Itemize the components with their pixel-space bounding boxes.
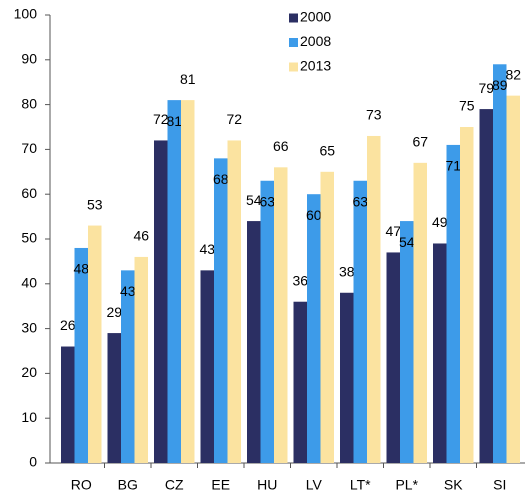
bar [446, 144, 460, 464]
legend-label: 2013 [300, 58, 331, 74]
y-tick-label: 30 [21, 319, 37, 335]
data-label: 60 [306, 207, 322, 223]
x-tick-label: PL* [395, 477, 418, 493]
data-label: 89 [492, 77, 508, 93]
data-label: 82 [505, 66, 521, 82]
bar [460, 127, 474, 463]
data-label: 36 [292, 272, 308, 288]
data-label: 72 [226, 111, 242, 127]
bar [274, 167, 288, 463]
data-label: 81 [166, 113, 182, 129]
bar [506, 95, 520, 463]
bar [340, 292, 354, 463]
legend-swatch [289, 13, 298, 23]
data-label: 48 [73, 261, 89, 277]
data-label: 38 [339, 263, 355, 279]
x-tick-label: HU [257, 477, 277, 493]
x-tick-label: CZ [165, 477, 184, 493]
legend-label: 2008 [300, 33, 331, 49]
bar [293, 301, 307, 463]
bar [107, 333, 121, 463]
data-label: 72 [153, 111, 169, 127]
data-label: 71 [445, 158, 461, 174]
x-tick-label: EE [211, 477, 230, 493]
data-label: 75 [459, 98, 475, 114]
data-label: 29 [106, 304, 122, 320]
x-tick-label: RO [71, 477, 92, 493]
data-label: 43 [199, 241, 215, 257]
bar [88, 225, 102, 463]
legend-swatch [289, 38, 298, 47]
data-label: 46 [133, 228, 149, 244]
data-label: 49 [432, 214, 448, 230]
y-tick-label: 50 [21, 230, 37, 246]
y-tick-label: 60 [21, 185, 37, 201]
data-label: 81 [180, 71, 196, 87]
bar [134, 256, 148, 463]
bar [121, 270, 135, 463]
legend-label: 2000 [300, 9, 331, 25]
y-tick-label: 100 [14, 6, 38, 22]
data-label: 63 [259, 193, 275, 209]
bar [247, 221, 261, 463]
data-label: 43 [120, 283, 136, 299]
bar [307, 194, 321, 463]
y-tick-label: 70 [21, 140, 37, 156]
data-label: 67 [412, 134, 428, 150]
legend-swatch [289, 62, 298, 72]
bar [400, 221, 414, 463]
x-tick-label: LT* [350, 477, 371, 493]
bar [61, 346, 75, 463]
data-label: 26 [60, 317, 76, 333]
data-label: 54 [399, 234, 415, 250]
bar [386, 252, 400, 463]
bar [367, 135, 381, 463]
x-tick-label: LV [306, 477, 323, 493]
bar [227, 140, 241, 463]
data-label: 65 [319, 143, 335, 159]
x-tick-label: SI [493, 477, 506, 493]
bar [353, 180, 367, 463]
bar [433, 243, 447, 463]
x-tick-label: SK [444, 477, 463, 493]
y-tick-label: 20 [21, 364, 37, 380]
y-tick-label: 0 [29, 454, 37, 470]
bar [181, 100, 195, 464]
y-tick-label: 40 [21, 275, 37, 291]
data-label: 47 [385, 223, 401, 239]
data-label: 66 [273, 138, 289, 154]
bar [154, 140, 168, 463]
bar [479, 109, 493, 463]
bar [74, 247, 88, 463]
data-label: 68 [213, 171, 229, 187]
y-tick-label: 90 [21, 51, 37, 67]
bar [493, 64, 507, 463]
x-tick-label: BG [118, 477, 138, 493]
bar [413, 162, 427, 463]
bar [200, 270, 214, 463]
data-label: 73 [366, 107, 382, 123]
bar [214, 158, 228, 464]
data-label: 54 [246, 192, 262, 208]
y-tick-label: 80 [21, 95, 37, 111]
data-label: 53 [87, 196, 103, 212]
bar [320, 171, 334, 464]
data-label: 79 [478, 80, 494, 96]
data-label: 63 [352, 193, 368, 209]
bar [260, 180, 274, 463]
bar [167, 100, 181, 464]
y-tick-label: 10 [21, 409, 37, 425]
